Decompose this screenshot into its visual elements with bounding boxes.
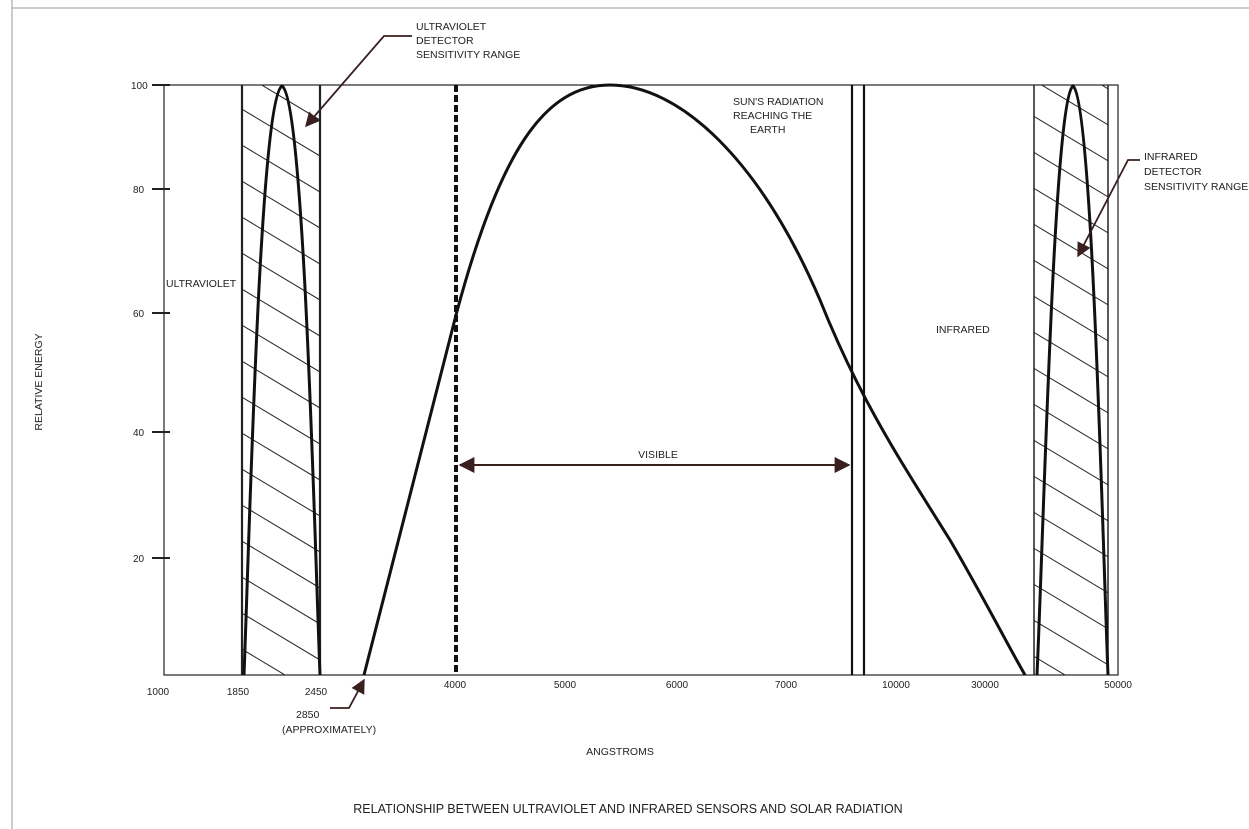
- x-tick-label: 10000: [882, 680, 910, 691]
- x-tick-label: 1000: [147, 687, 170, 698]
- y-tick-label: 80: [133, 185, 145, 196]
- y-axis-label: RELATIVE ENERGY: [33, 333, 45, 430]
- ultraviolet-label: ULTRAVIOLET: [166, 278, 237, 290]
- visible-label: VISIBLE: [638, 449, 678, 461]
- uv-annotation-arrow: [305, 35, 412, 128]
- sun-annotation-line: SUN'S RADIATION: [733, 96, 824, 108]
- y-tick-label: 100: [131, 81, 148, 92]
- uv-sensitivity-band: [240, 84, 322, 676]
- y-axis: 20 40 60 80 100: [131, 81, 170, 565]
- ir-annotation-line: DETECTOR: [1144, 166, 1202, 178]
- ir-sensitivity-band: [1033, 84, 1110, 676]
- sun-radiation-curve: [362, 83, 1027, 676]
- x-tick-label: 30000: [971, 680, 999, 691]
- ir-sensitivity-curve: [1035, 84, 1110, 676]
- uv-annotation-line: DETECTOR: [416, 35, 474, 47]
- y-tick-label: 60: [133, 309, 145, 320]
- x-axis-label: ANGSTROMS: [586, 746, 654, 758]
- uv-annotation-line: SENSITIVITY RANGE: [416, 49, 520, 61]
- x-axis: 1000 1850 2450 4000 5000 6000 7000 10000…: [147, 680, 1132, 698]
- x-tick-label: 5000: [554, 680, 577, 691]
- cutoff-value: 2850: [296, 709, 320, 721]
- ir-detector-annotation: INFRARED DETECTOR SENSITIVITY RANGE: [1077, 151, 1248, 258]
- infrared-label: INFRARED: [936, 324, 990, 336]
- cutoff-qualifier: (APPROXIMATELY): [282, 724, 376, 736]
- ir-annotation-line: SENSITIVITY RANGE: [1144, 181, 1248, 193]
- x-tick-label: 2450: [305, 687, 328, 698]
- uv-sensitivity-curve: [242, 84, 322, 676]
- x-tick-label: 6000: [666, 680, 689, 691]
- x-tick-label: 7000: [775, 680, 798, 691]
- cutoff-annotation: 2850 (APPROXIMATELY): [282, 678, 376, 736]
- sun-radiation-annotation: SUN'S RADIATION REACHING THE EARTH: [733, 96, 824, 136]
- figure-title: RELATIONSHIP BETWEEN ULTRAVIOLET AND INF…: [353, 802, 902, 816]
- plot-frame: [163, 84, 1119, 676]
- cutoff-arrow: [330, 678, 365, 709]
- uv-annotation-line: ULTRAVIOLET: [416, 21, 487, 33]
- uv-detector-annotation: ULTRAVIOLET DETECTOR SENSITIVITY RANGE: [305, 21, 520, 128]
- ir-annotation-line: INFRARED: [1144, 151, 1198, 163]
- y-tick-label: 40: [133, 428, 145, 439]
- y-tick-label: 20: [133, 554, 145, 565]
- ir-annotation-arrow: [1077, 159, 1140, 258]
- x-tick-label: 50000: [1104, 680, 1132, 691]
- x-tick-label: 1850: [227, 687, 250, 698]
- sun-annotation-line: EARTH: [750, 124, 785, 136]
- x-tick-label: 4000: [444, 680, 467, 691]
- sun-annotation-line: REACHING THE: [733, 110, 812, 122]
